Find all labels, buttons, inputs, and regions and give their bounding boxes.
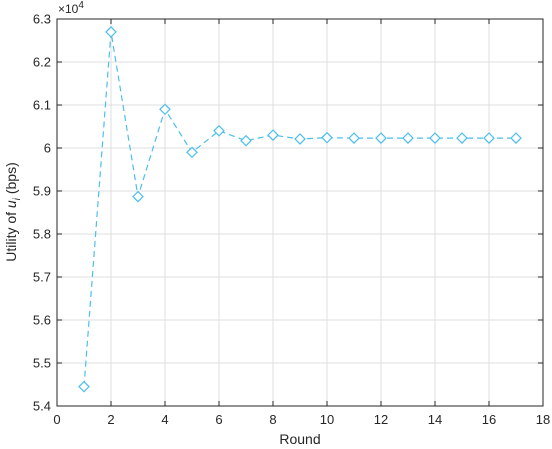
data-point-marker bbox=[132, 190, 144, 203]
x-tick-labels: 0 2 4 6 8 10 12 14 16 18 bbox=[53, 412, 550, 427]
data-point-marker bbox=[294, 133, 306, 145]
y-tick-label: 6.1 bbox=[33, 98, 51, 113]
x-tick-label: 4 bbox=[161, 412, 168, 427]
x-tick-label: 2 bbox=[107, 412, 114, 427]
y-axis-label: Utility of ui (bps) bbox=[3, 162, 23, 262]
y-tick-label: 6 bbox=[44, 141, 51, 156]
data-point-marker bbox=[186, 146, 198, 159]
data-point-marker bbox=[375, 132, 387, 144]
x-tick-label: 0 bbox=[53, 412, 60, 427]
axes bbox=[56, 18, 544, 407]
tick-marks bbox=[56, 18, 544, 407]
data-point-marker bbox=[159, 103, 171, 116]
plot-area bbox=[57, 19, 543, 406]
y-axis-label-variable: u bbox=[3, 200, 19, 208]
axes-box bbox=[56, 18, 544, 407]
y-tick-label: 5.5 bbox=[33, 356, 51, 371]
y-axis-label-subscript: i bbox=[12, 197, 23, 200]
data-point-marker bbox=[78, 380, 90, 393]
y-tick-label: 6.2 bbox=[33, 55, 51, 70]
y-tick-label: 5.9 bbox=[33, 184, 51, 199]
data-point-marker bbox=[348, 132, 360, 144]
y-tick-label: 5.6 bbox=[33, 313, 51, 328]
data-point-marker bbox=[510, 132, 522, 144]
x-tick-label: 6 bbox=[215, 412, 222, 427]
x-axis-label: Round bbox=[279, 431, 320, 447]
x-tick-label: 14 bbox=[428, 412, 442, 427]
y-tick-labels: 5.4 5.5 5.6 5.7 5.8 5.9 6 6.1 6.2 6.3 bbox=[33, 12, 51, 414]
x-tick-label: 12 bbox=[374, 412, 388, 427]
data-point-marker bbox=[240, 134, 252, 147]
y-axis-label-suffix: (bps) bbox=[3, 162, 19, 198]
data-point-marker bbox=[456, 132, 468, 144]
y-multiplier-exponent: 4 bbox=[78, 0, 84, 11]
y-multiplier-base: ×10 bbox=[58, 2, 79, 16]
y-tick-label: 5.8 bbox=[33, 227, 51, 242]
x-tick-label: 16 bbox=[482, 412, 496, 427]
y-tick-label: 5.7 bbox=[33, 270, 51, 285]
y-tick-label: 6.3 bbox=[33, 12, 51, 27]
data-point-marker bbox=[483, 132, 495, 144]
data-point-marker bbox=[213, 124, 225, 137]
y-multiplier: ×104 bbox=[58, 0, 84, 16]
x-tick-label: 18 bbox=[536, 412, 550, 427]
data-point-marker bbox=[105, 26, 117, 38]
data-point-marker bbox=[402, 132, 414, 144]
x-tick-label: 8 bbox=[269, 412, 276, 427]
series-group bbox=[78, 26, 522, 393]
x-tick-label: 10 bbox=[320, 412, 334, 427]
data-point-marker bbox=[267, 129, 279, 141]
data-point-marker bbox=[321, 131, 333, 144]
data-point-marker bbox=[429, 132, 441, 144]
y-tick-label: 5.4 bbox=[33, 399, 51, 414]
y-axis-label-prefix: Utility of bbox=[3, 208, 19, 262]
